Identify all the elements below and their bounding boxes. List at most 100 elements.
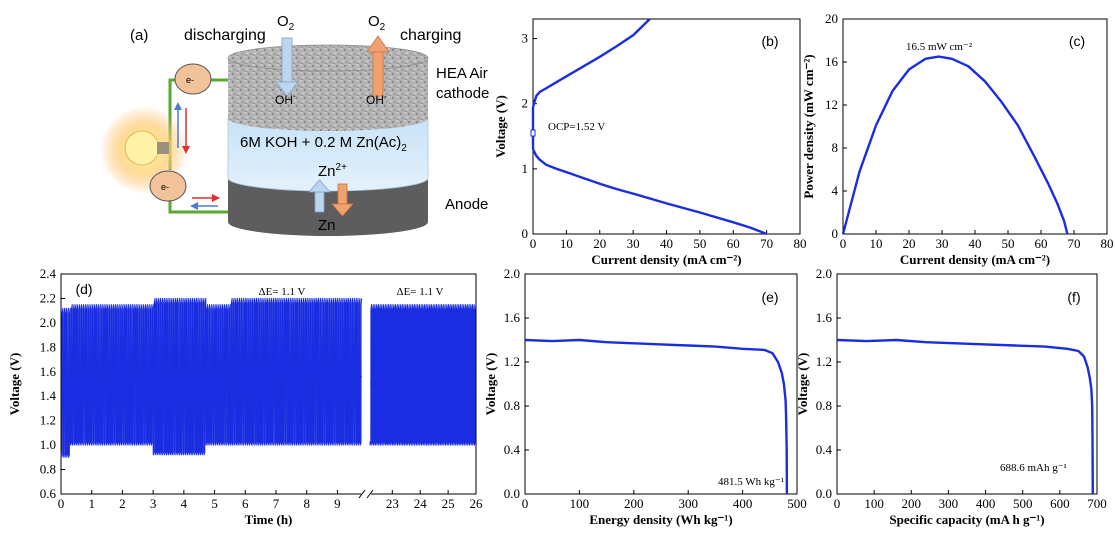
o2-arrows xyxy=(275,35,390,97)
x-tick-label: 300 xyxy=(939,496,959,511)
x-tick-label: 80 xyxy=(1101,236,1114,251)
y-tick-label: 0.0 xyxy=(504,486,520,501)
x-axis-label: Current density (mA cm⁻²) xyxy=(900,252,1050,267)
ocp-marker xyxy=(530,129,536,137)
anode-label: Anode xyxy=(445,196,488,213)
cycling-curve-segment-2 xyxy=(369,304,477,446)
axis-break-slash xyxy=(358,489,366,499)
y-tick-label: 0.6 xyxy=(40,486,57,501)
x-axis-label: Energy density (Wh kg⁻¹) xyxy=(589,512,732,527)
x-tick-label: 0 xyxy=(840,236,847,251)
schematic-panel: (a) discharging charging e- e- xyxy=(100,13,489,236)
x-tick-label: 500 xyxy=(787,496,807,511)
x-tick-label: 0 xyxy=(530,236,537,251)
y-tick-label: 2 xyxy=(522,96,529,111)
axis-break-slash xyxy=(366,489,374,499)
electron-top-label: e- xyxy=(186,75,194,85)
x-tick-label: 23 xyxy=(386,496,399,511)
x-tick-label: 25 xyxy=(442,496,455,511)
panel-label-c: (c) xyxy=(1069,33,1085,49)
y-tick-label: 12 xyxy=(825,97,838,112)
light-bulb-icon xyxy=(124,130,160,166)
x-tick-label: 70 xyxy=(1068,236,1081,251)
axes-f-frame xyxy=(836,273,1098,495)
annotation-d-1: ΔE= 1.1 V xyxy=(259,286,306,298)
axis-break-gap xyxy=(361,490,371,498)
x-tick-label: 600 xyxy=(1050,496,1070,511)
electrolyte-label: 6M KOH + 0.2 M Zn(Ac)2 xyxy=(240,134,407,154)
bulb-base xyxy=(157,142,169,154)
panel-label-d: (d) xyxy=(75,281,92,297)
x-tick-label: 70 xyxy=(760,236,773,251)
y-tick-label: 20 xyxy=(825,11,838,26)
x-tick-label: 100 xyxy=(570,496,590,511)
y-axis-label: Voltage (V) xyxy=(7,353,22,416)
x-tick-label: 50 xyxy=(693,236,706,251)
oh-right-label: OH- xyxy=(366,92,387,107)
y-tick-label: 1.6 xyxy=(816,310,833,325)
x-tick-label: 30 xyxy=(936,236,949,251)
chart-panel-d: 0 1 2 3 4 5 6 7 8 9 23 24 25 260.60.81.01.21.41.61.82… xyxy=(7,266,483,527)
electron-bottom-label: e- xyxy=(161,182,169,192)
series-line-power xyxy=(841,55,1069,235)
y-tick-label: 2.0 xyxy=(40,315,56,330)
panel-label-a: (a) xyxy=(130,27,148,44)
y-tick-label: 0.8 xyxy=(816,398,832,413)
chart-panel-e: 0 100 200 300 400 500 0.0 0.4 0.8 1.2 1.6 2.0 Energy… xyxy=(483,266,807,527)
series-line-discharge xyxy=(531,148,768,236)
x-tick-label: 6 xyxy=(242,496,249,511)
y-tick-label: 1.2 xyxy=(816,354,832,369)
discharging-label: discharging xyxy=(184,27,266,44)
y-tick-label: 16 xyxy=(825,54,839,69)
annotation-d-2: ΔE= 1.1 V xyxy=(397,286,444,298)
series-line-discharge xyxy=(524,338,789,495)
y-tick-label: 2.0 xyxy=(504,266,520,281)
x-tick-label: 40 xyxy=(660,236,673,251)
x-tick-label: 4 xyxy=(181,496,188,511)
y-tick-label: 1.4 xyxy=(40,388,57,403)
y-tick-label: 0.8 xyxy=(40,462,56,477)
cathode-label-line1: HEA Air xyxy=(436,65,488,82)
y-axis-label: Voltage (V) xyxy=(483,353,498,416)
x-tick-label: 60 xyxy=(727,236,740,251)
x-tick-label: 24 xyxy=(414,496,428,511)
axes-e-frame xyxy=(524,273,798,495)
panel-label-f: (f) xyxy=(1067,289,1080,305)
y-tick-label: 0.0 xyxy=(816,486,832,501)
x-tick-label: 20 xyxy=(593,236,606,251)
wire-arrows xyxy=(174,102,220,210)
chart-panel-f: 0 100 200 300 400 500 600 700 0.0 0.4 0.8 1.2 1.6 2.0… xyxy=(795,266,1107,527)
x-tick-label: 200 xyxy=(902,496,922,511)
y-tick-label: 2.2 xyxy=(40,290,56,305)
x-tick-label: 3 xyxy=(150,496,157,511)
y-tick-label: 1.6 xyxy=(40,364,57,379)
y-axis-label: Voltage (V) xyxy=(493,95,508,158)
x-tick-label: 9 xyxy=(334,496,341,511)
oh-left-label: OH- xyxy=(275,92,296,107)
cycling-curve-segment-1 xyxy=(60,297,363,458)
x-tick-label: 300 xyxy=(678,496,698,511)
x-tick-label: 10 xyxy=(870,236,883,251)
x-tick-label: 200 xyxy=(624,496,644,511)
x-tick-label: 60 xyxy=(1035,236,1048,251)
panel-label-e: (e) xyxy=(761,289,778,305)
x-tick-label: 100 xyxy=(864,496,884,511)
y-tick-label: 0 xyxy=(522,226,529,241)
x-tick-label: 30 xyxy=(627,236,640,251)
midline-trace-1 xyxy=(60,356,363,378)
y-tick-label: 2.0 xyxy=(816,266,832,281)
x-tick-label: 700 xyxy=(1087,496,1107,511)
x-tick-label: 0 xyxy=(834,496,841,511)
chart-panel-b: 0 10 20 30 40 50 60 70 80 0 1 2 3 Current density (mA… xyxy=(493,18,807,267)
y-tick-label: 1.2 xyxy=(504,354,520,369)
y-tick-label: 1 xyxy=(522,161,529,176)
y-tick-label: 0 xyxy=(832,226,839,241)
x-tick-label: 20 xyxy=(903,236,916,251)
panel-label-b: (b) xyxy=(761,33,778,49)
y-tick-label: 1.8 xyxy=(40,339,56,354)
charging-label: charging xyxy=(400,27,461,44)
zn-label: Zn xyxy=(318,217,336,234)
y-axis-label: Power density (mW cm⁻²) xyxy=(801,54,816,198)
